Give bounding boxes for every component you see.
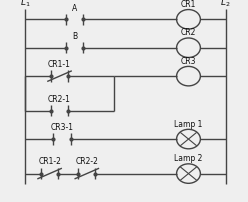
Text: $L_1$: $L_1$ — [20, 0, 30, 9]
Text: CR2-1: CR2-1 — [48, 95, 71, 103]
Text: CR2-2: CR2-2 — [75, 157, 98, 166]
Text: Lamp 2: Lamp 2 — [174, 154, 203, 162]
Text: CR1-1: CR1-1 — [48, 60, 71, 69]
Text: B: B — [72, 32, 77, 41]
Text: Lamp 1: Lamp 1 — [174, 119, 203, 128]
Text: CR1-2: CR1-2 — [38, 157, 61, 166]
Text: CR3-1: CR3-1 — [51, 123, 73, 132]
Text: CR3: CR3 — [181, 57, 196, 65]
Text: CR1: CR1 — [181, 0, 196, 9]
Text: $L_2$: $L_2$ — [220, 0, 231, 9]
Text: CR2: CR2 — [181, 28, 196, 37]
Text: A: A — [72, 4, 77, 13]
